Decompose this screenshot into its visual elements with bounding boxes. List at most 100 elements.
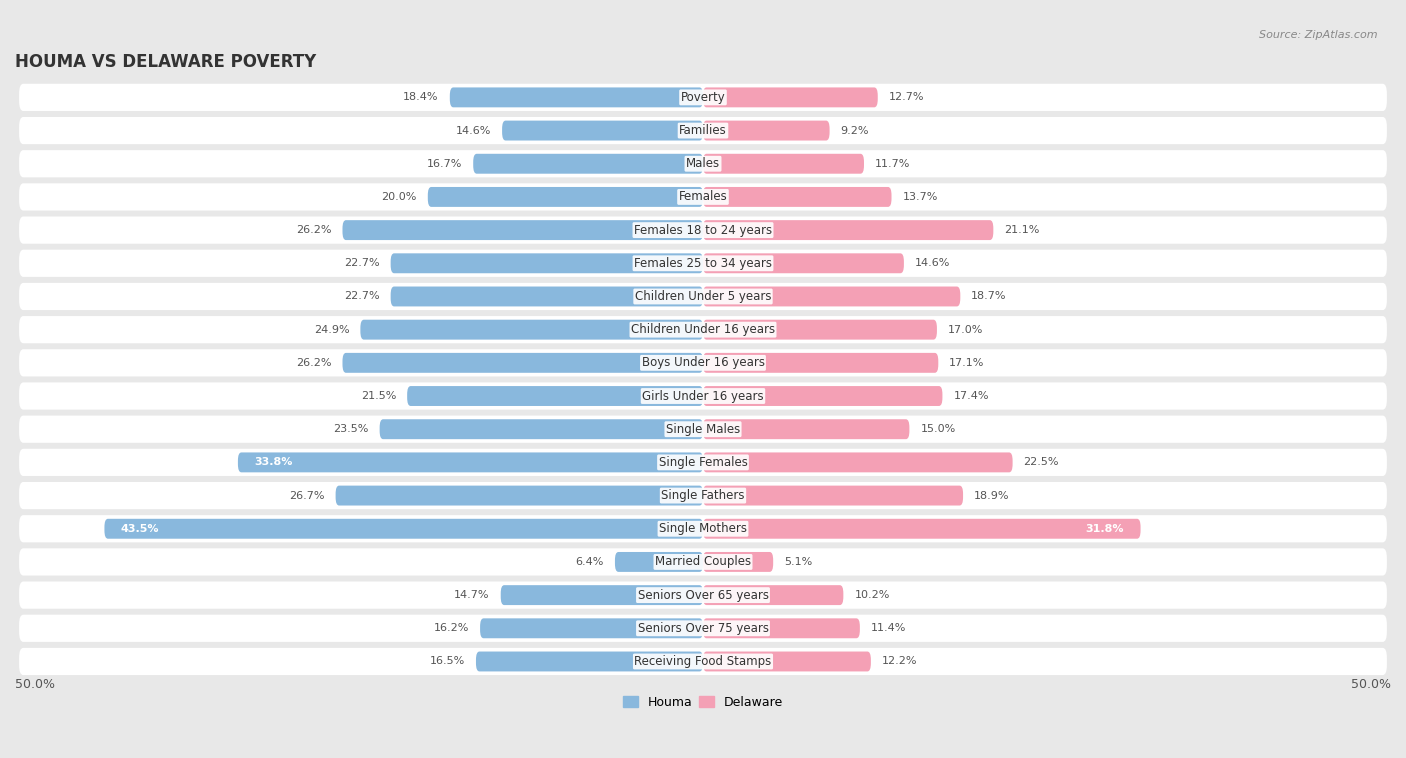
Text: 18.7%: 18.7% bbox=[972, 292, 1007, 302]
FancyBboxPatch shape bbox=[703, 486, 963, 506]
FancyBboxPatch shape bbox=[427, 187, 703, 207]
Text: 16.7%: 16.7% bbox=[427, 158, 463, 169]
FancyBboxPatch shape bbox=[703, 320, 936, 340]
FancyBboxPatch shape bbox=[20, 548, 1386, 575]
Text: Source: ZipAtlas.com: Source: ZipAtlas.com bbox=[1260, 30, 1378, 40]
Text: Children Under 16 years: Children Under 16 years bbox=[631, 323, 775, 336]
FancyBboxPatch shape bbox=[20, 482, 1386, 509]
Text: 22.7%: 22.7% bbox=[344, 258, 380, 268]
FancyBboxPatch shape bbox=[501, 585, 703, 605]
Text: 6.4%: 6.4% bbox=[575, 557, 605, 567]
Text: Single Mothers: Single Mothers bbox=[659, 522, 747, 535]
Text: 14.6%: 14.6% bbox=[915, 258, 950, 268]
Text: Girls Under 16 years: Girls Under 16 years bbox=[643, 390, 763, 402]
Text: 24.9%: 24.9% bbox=[314, 324, 349, 335]
FancyBboxPatch shape bbox=[703, 253, 904, 273]
FancyBboxPatch shape bbox=[20, 515, 1386, 543]
Text: 10.2%: 10.2% bbox=[855, 590, 890, 600]
Text: Boys Under 16 years: Boys Under 16 years bbox=[641, 356, 765, 369]
Text: 14.7%: 14.7% bbox=[454, 590, 489, 600]
FancyBboxPatch shape bbox=[479, 619, 703, 638]
Text: 17.1%: 17.1% bbox=[949, 358, 984, 368]
FancyBboxPatch shape bbox=[703, 619, 860, 638]
FancyBboxPatch shape bbox=[20, 183, 1386, 211]
Text: 22.5%: 22.5% bbox=[1024, 457, 1059, 468]
Text: Males: Males bbox=[686, 157, 720, 171]
FancyBboxPatch shape bbox=[703, 652, 870, 672]
FancyBboxPatch shape bbox=[703, 585, 844, 605]
Text: 11.4%: 11.4% bbox=[870, 623, 907, 633]
FancyBboxPatch shape bbox=[20, 349, 1386, 377]
FancyBboxPatch shape bbox=[20, 150, 1386, 177]
FancyBboxPatch shape bbox=[20, 217, 1386, 244]
Text: 26.7%: 26.7% bbox=[290, 490, 325, 500]
Text: Families: Families bbox=[679, 124, 727, 137]
FancyBboxPatch shape bbox=[343, 220, 703, 240]
FancyBboxPatch shape bbox=[391, 253, 703, 273]
FancyBboxPatch shape bbox=[477, 652, 703, 672]
Text: 22.7%: 22.7% bbox=[344, 292, 380, 302]
FancyBboxPatch shape bbox=[703, 87, 877, 108]
Text: 9.2%: 9.2% bbox=[841, 126, 869, 136]
FancyBboxPatch shape bbox=[380, 419, 703, 439]
FancyBboxPatch shape bbox=[703, 552, 773, 572]
FancyBboxPatch shape bbox=[703, 220, 993, 240]
Text: Females 25 to 34 years: Females 25 to 34 years bbox=[634, 257, 772, 270]
Text: 16.2%: 16.2% bbox=[433, 623, 470, 633]
FancyBboxPatch shape bbox=[703, 453, 1012, 472]
FancyBboxPatch shape bbox=[20, 581, 1386, 609]
FancyBboxPatch shape bbox=[20, 615, 1386, 642]
Text: 20.0%: 20.0% bbox=[381, 192, 416, 202]
FancyBboxPatch shape bbox=[474, 154, 703, 174]
FancyBboxPatch shape bbox=[703, 386, 942, 406]
Text: 17.4%: 17.4% bbox=[953, 391, 988, 401]
Text: Receiving Food Stamps: Receiving Food Stamps bbox=[634, 655, 772, 668]
FancyBboxPatch shape bbox=[20, 383, 1386, 409]
Text: 26.2%: 26.2% bbox=[297, 358, 332, 368]
FancyBboxPatch shape bbox=[238, 453, 703, 472]
Text: Females 18 to 24 years: Females 18 to 24 years bbox=[634, 224, 772, 236]
FancyBboxPatch shape bbox=[703, 121, 830, 140]
Text: 50.0%: 50.0% bbox=[15, 678, 55, 691]
Text: Single Fathers: Single Fathers bbox=[661, 489, 745, 502]
Legend: Houma, Delaware: Houma, Delaware bbox=[617, 691, 789, 713]
FancyBboxPatch shape bbox=[502, 121, 703, 140]
FancyBboxPatch shape bbox=[703, 187, 891, 207]
FancyBboxPatch shape bbox=[20, 316, 1386, 343]
Text: 12.7%: 12.7% bbox=[889, 92, 924, 102]
FancyBboxPatch shape bbox=[703, 287, 960, 306]
FancyBboxPatch shape bbox=[343, 353, 703, 373]
Text: Single Females: Single Females bbox=[658, 456, 748, 469]
Text: 18.9%: 18.9% bbox=[974, 490, 1010, 500]
FancyBboxPatch shape bbox=[20, 117, 1386, 144]
FancyBboxPatch shape bbox=[20, 283, 1386, 310]
Text: 5.1%: 5.1% bbox=[785, 557, 813, 567]
FancyBboxPatch shape bbox=[391, 287, 703, 306]
Text: 17.0%: 17.0% bbox=[948, 324, 983, 335]
Text: 15.0%: 15.0% bbox=[921, 424, 956, 434]
FancyBboxPatch shape bbox=[614, 552, 703, 572]
Text: 43.5%: 43.5% bbox=[121, 524, 159, 534]
FancyBboxPatch shape bbox=[20, 84, 1386, 111]
Text: 23.5%: 23.5% bbox=[333, 424, 368, 434]
FancyBboxPatch shape bbox=[20, 249, 1386, 277]
FancyBboxPatch shape bbox=[20, 415, 1386, 443]
FancyBboxPatch shape bbox=[450, 87, 703, 108]
Text: 33.8%: 33.8% bbox=[254, 457, 292, 468]
FancyBboxPatch shape bbox=[703, 518, 1140, 539]
Text: 12.2%: 12.2% bbox=[882, 656, 917, 666]
FancyBboxPatch shape bbox=[408, 386, 703, 406]
Text: 13.7%: 13.7% bbox=[903, 192, 938, 202]
FancyBboxPatch shape bbox=[703, 154, 865, 174]
FancyBboxPatch shape bbox=[104, 518, 703, 539]
Text: HOUMA VS DELAWARE POVERTY: HOUMA VS DELAWARE POVERTY bbox=[15, 53, 316, 71]
FancyBboxPatch shape bbox=[336, 486, 703, 506]
Text: 18.4%: 18.4% bbox=[404, 92, 439, 102]
Text: Females: Females bbox=[679, 190, 727, 203]
FancyBboxPatch shape bbox=[20, 648, 1386, 675]
Text: Poverty: Poverty bbox=[681, 91, 725, 104]
FancyBboxPatch shape bbox=[703, 353, 938, 373]
Text: Seniors Over 65 years: Seniors Over 65 years bbox=[637, 589, 769, 602]
Text: Seniors Over 75 years: Seniors Over 75 years bbox=[637, 622, 769, 634]
Text: Single Males: Single Males bbox=[666, 423, 740, 436]
